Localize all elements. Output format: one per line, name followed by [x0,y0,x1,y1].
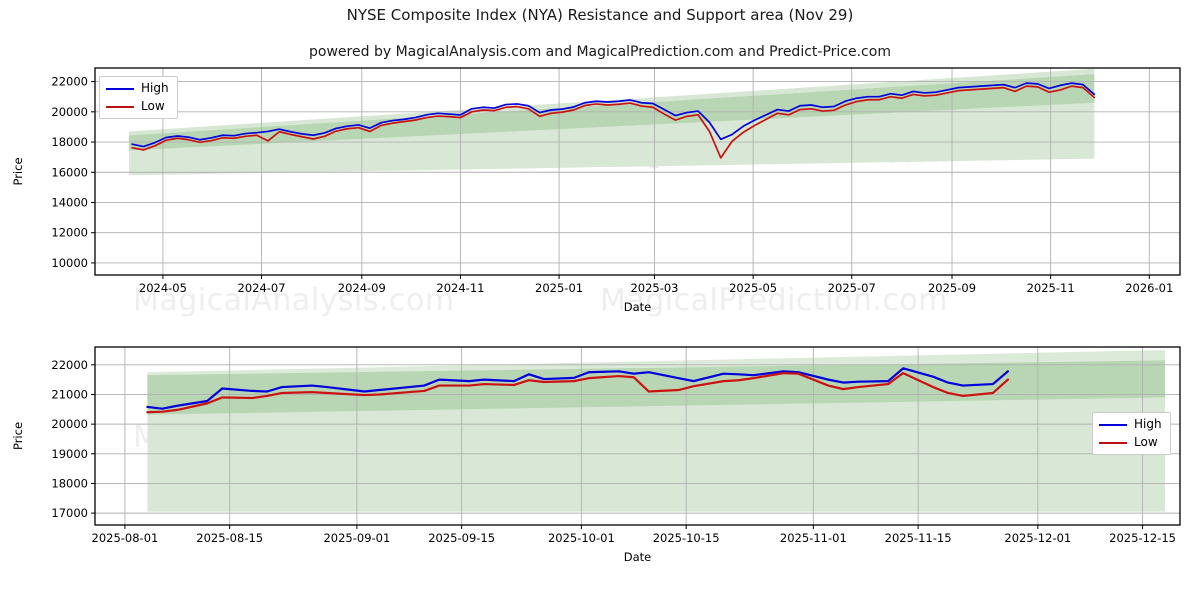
legend-swatch-high [1099,423,1127,426]
detail-chart-panel: 17000 18000 19000 20000 21000 22000 2025-08-01… [0,320,1200,600]
grid-group [95,347,1180,525]
ytick-label: 17000 [51,506,88,520]
legend-swatch-low [1099,441,1127,444]
watermark-prediction-mid: MagicalPrediction.com [600,283,948,318]
series-line-high [146,367,1009,410]
xtick-label: 2025-10-01 [548,531,615,545]
xtick-label: 2025-12-15 [1109,531,1176,545]
xtick-label: 2024-09 [338,281,386,295]
xtick-label: 2025-07 [828,281,876,295]
xtick-label: 2025-11 [1027,281,1075,295]
ytick-label: 18000 [51,135,88,149]
xtick-label: 2024-07 [238,281,286,295]
plot-frame [94,67,1181,276]
page-subtitle: powered by MagicalAnalysis.com and Magic… [309,44,891,60]
ytick-label: 16000 [51,165,88,179]
series-group [131,82,1096,159]
xtick-label: 2025-09 [928,281,976,295]
y-axis-title: Price [11,157,25,185]
ytick-label: 10000 [51,256,88,270]
xtick-label: 2025-08-15 [196,531,263,545]
xtick-label: 2024-11 [436,281,484,295]
upper-area [147,349,1166,376]
legend-label-high: High [141,81,169,95]
xtick-label: 2025-01 [535,281,583,295]
xtick-label: 2025-12-01 [1004,531,1071,545]
legend-swatch-high [106,87,134,90]
series-line-low [146,372,1009,414]
x-axis-title: Date [624,550,652,564]
legend-detail[interactable]: High Low [1092,412,1171,455]
tick-group: 17000 18000 19000 20000 21000 22000 2025-08-01… [51,358,1176,545]
ytick-label: 20000 [51,105,88,119]
xtick-label: 2025-11-01 [780,531,847,545]
xtick-label: 2025-05 [729,281,777,295]
y-axis-title: Price [11,422,25,450]
xtick-label: 2025-09-01 [323,531,390,545]
band-group [147,349,1166,512]
plot-frame [94,346,1181,526]
ytick-label: 14000 [51,195,88,209]
x-axis-title: Date [624,300,652,314]
xtick-label: 2025-09-15 [428,531,495,545]
ytick-label: 22000 [51,75,88,89]
legend-label-low: Low [1134,435,1158,449]
legend-label-high: High [1134,417,1162,431]
page-title: NYSE Composite Index (NYA) Resistance an… [346,6,854,24]
xtick-label: 2024-05 [139,281,187,295]
xtick-label: 2025-10-15 [653,531,720,545]
legend-item-low: Low [106,99,169,114]
tick-group: 10000 12000 14000 16000 18000 20000 22000 2024-… [51,75,1173,295]
series-line-low [131,85,1096,159]
ytick-label: 19000 [51,447,88,461]
legend-item-low: Low [1099,435,1162,450]
watermark-analysis-mid: MagicalAnalysis.com [133,283,455,318]
xtick-label: 2025-11-15 [885,531,952,545]
xtick-label: 2025-03 [630,281,678,295]
xtick-label: 2026-01 [1125,281,1173,295]
series-group [146,367,1009,414]
ytick-label: 22000 [51,358,88,372]
overview-chart-panel: 10000 12000 14000 16000 18000 20000 22000 2024-… [11,67,1181,314]
legend-label-low: Low [141,99,165,113]
band-group [128,68,1095,176]
legend-item-high: High [1099,417,1162,432]
resistance-area [147,358,1166,415]
ytick-label: 18000 [51,476,88,490]
ytick-label: 12000 [51,226,88,240]
legend-overview[interactable]: High Low [99,76,178,119]
xtick-label: 2025-08-01 [92,531,159,545]
ytick-label: 21000 [51,387,88,401]
legend-swatch-low [106,105,134,108]
legend-item-high: High [106,81,169,96]
series-line-high [131,82,1096,148]
ytick-label: 20000 [51,417,88,431]
